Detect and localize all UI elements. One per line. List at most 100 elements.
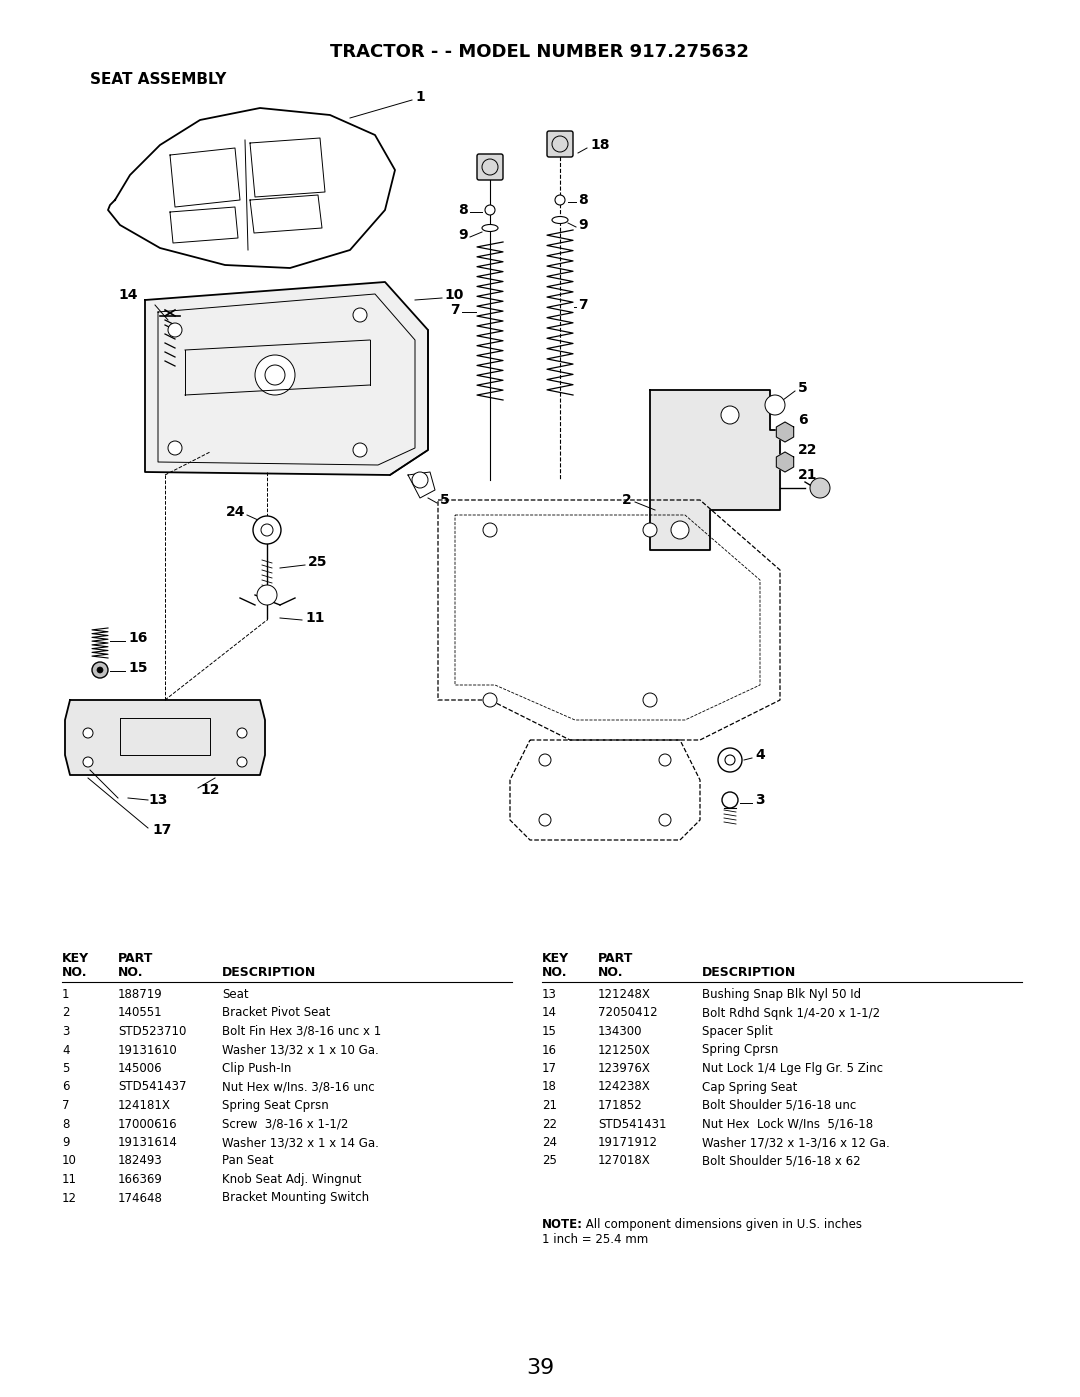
Text: Spring Cprsn: Spring Cprsn	[702, 1044, 779, 1056]
Text: 2: 2	[622, 493, 632, 507]
Text: 134300: 134300	[598, 1025, 643, 1038]
Text: 24: 24	[226, 504, 245, 520]
Text: 19131610: 19131610	[118, 1044, 178, 1056]
Text: 39: 39	[526, 1358, 554, 1377]
Circle shape	[255, 355, 295, 395]
Circle shape	[765, 395, 785, 415]
Text: PART: PART	[598, 951, 633, 965]
Text: 25: 25	[542, 1154, 557, 1168]
Text: 145006: 145006	[118, 1062, 163, 1076]
Text: 10: 10	[62, 1154, 77, 1168]
Text: NO.: NO.	[62, 965, 87, 979]
Circle shape	[671, 521, 689, 539]
Text: Bolt Fin Hex 3/8-16 unc x 1: Bolt Fin Hex 3/8-16 unc x 1	[222, 1025, 381, 1038]
Circle shape	[92, 662, 108, 678]
Circle shape	[555, 196, 565, 205]
FancyBboxPatch shape	[477, 154, 503, 180]
Text: 166369: 166369	[118, 1173, 163, 1186]
Text: 1 inch = 25.4 mm: 1 inch = 25.4 mm	[542, 1234, 648, 1246]
Circle shape	[552, 136, 568, 152]
Text: 18: 18	[590, 138, 609, 152]
Circle shape	[261, 524, 273, 536]
Circle shape	[411, 472, 428, 488]
Text: 188719: 188719	[118, 988, 163, 1002]
Text: 15: 15	[542, 1025, 557, 1038]
Text: 13: 13	[542, 988, 557, 1002]
Text: 2: 2	[62, 1006, 69, 1020]
Text: 16: 16	[129, 631, 147, 645]
Text: 9: 9	[62, 1136, 69, 1148]
Text: 17: 17	[152, 823, 172, 837]
Text: 9: 9	[458, 228, 468, 242]
Text: Washer 13/32 x 1 x 10 Ga.: Washer 13/32 x 1 x 10 Ga.	[222, 1044, 379, 1056]
Circle shape	[83, 757, 93, 767]
Text: Washer 13/32 x 1 x 14 Ga.: Washer 13/32 x 1 x 14 Ga.	[222, 1136, 379, 1148]
Text: 14: 14	[542, 1006, 557, 1020]
Text: 121250X: 121250X	[598, 1044, 651, 1056]
Text: 171852: 171852	[598, 1099, 643, 1112]
Polygon shape	[650, 390, 780, 550]
Text: Pan Seat: Pan Seat	[222, 1154, 273, 1168]
Text: 19131614: 19131614	[118, 1136, 178, 1148]
Circle shape	[237, 728, 247, 738]
Text: 8: 8	[578, 193, 588, 207]
Polygon shape	[108, 108, 395, 268]
Circle shape	[168, 441, 183, 455]
Text: 3: 3	[62, 1025, 69, 1038]
Text: 15: 15	[129, 661, 148, 675]
Text: 13: 13	[148, 793, 167, 807]
Text: DESCRIPTION: DESCRIPTION	[702, 965, 796, 979]
Text: STD523710: STD523710	[118, 1025, 187, 1038]
Text: 8: 8	[458, 203, 468, 217]
Text: 4: 4	[62, 1044, 69, 1056]
Text: Bolt Shoulder 5/16-18 unc: Bolt Shoulder 5/16-18 unc	[702, 1099, 856, 1112]
Text: NO.: NO.	[542, 965, 567, 979]
Text: Nut Hex w/Ins. 3/8-16 unc: Nut Hex w/Ins. 3/8-16 unc	[222, 1080, 375, 1094]
Text: 24: 24	[542, 1136, 557, 1148]
Text: 124181X: 124181X	[118, 1099, 171, 1112]
Circle shape	[659, 754, 671, 766]
Circle shape	[257, 585, 276, 605]
Ellipse shape	[482, 225, 498, 232]
Circle shape	[485, 205, 495, 215]
Text: 5: 5	[440, 493, 449, 507]
Text: 19171912: 19171912	[598, 1136, 658, 1148]
Circle shape	[539, 754, 551, 766]
Circle shape	[721, 407, 739, 425]
Text: 1: 1	[415, 89, 424, 103]
Circle shape	[168, 323, 183, 337]
Text: 22: 22	[542, 1118, 557, 1130]
Text: 7: 7	[450, 303, 460, 317]
Circle shape	[725, 754, 735, 766]
Text: 12: 12	[62, 1192, 77, 1204]
Text: Bushing Snap Blk Nyl 50 Id: Bushing Snap Blk Nyl 50 Id	[702, 988, 861, 1002]
Text: All component dimensions given in U.S. inches: All component dimensions given in U.S. i…	[582, 1218, 862, 1231]
Text: 5: 5	[798, 381, 808, 395]
Text: NOTE:: NOTE:	[542, 1218, 583, 1231]
Text: 72050412: 72050412	[598, 1006, 658, 1020]
Text: 22: 22	[798, 443, 818, 457]
Text: 14: 14	[119, 288, 138, 302]
Text: 17000616: 17000616	[118, 1118, 177, 1130]
Text: 12: 12	[200, 782, 219, 798]
Text: 7: 7	[578, 298, 588, 312]
Polygon shape	[777, 422, 794, 441]
Circle shape	[265, 365, 285, 386]
Circle shape	[810, 478, 831, 497]
Circle shape	[482, 159, 498, 175]
Text: Bracket Pivot Seat: Bracket Pivot Seat	[222, 1006, 330, 1020]
Text: 1: 1	[62, 988, 69, 1002]
Text: Screw  3/8-16 x 1-1/2: Screw 3/8-16 x 1-1/2	[222, 1118, 349, 1130]
Text: 121248X: 121248X	[598, 988, 651, 1002]
Circle shape	[483, 693, 497, 707]
Circle shape	[353, 443, 367, 457]
Text: 11: 11	[305, 610, 324, 624]
Circle shape	[723, 792, 738, 807]
Text: DESCRIPTION: DESCRIPTION	[222, 965, 316, 979]
Text: 25: 25	[308, 555, 327, 569]
Text: STD541437: STD541437	[118, 1080, 187, 1094]
Text: KEY: KEY	[62, 951, 90, 965]
Circle shape	[643, 693, 657, 707]
Text: 8: 8	[62, 1118, 69, 1130]
Text: 17: 17	[542, 1062, 557, 1076]
